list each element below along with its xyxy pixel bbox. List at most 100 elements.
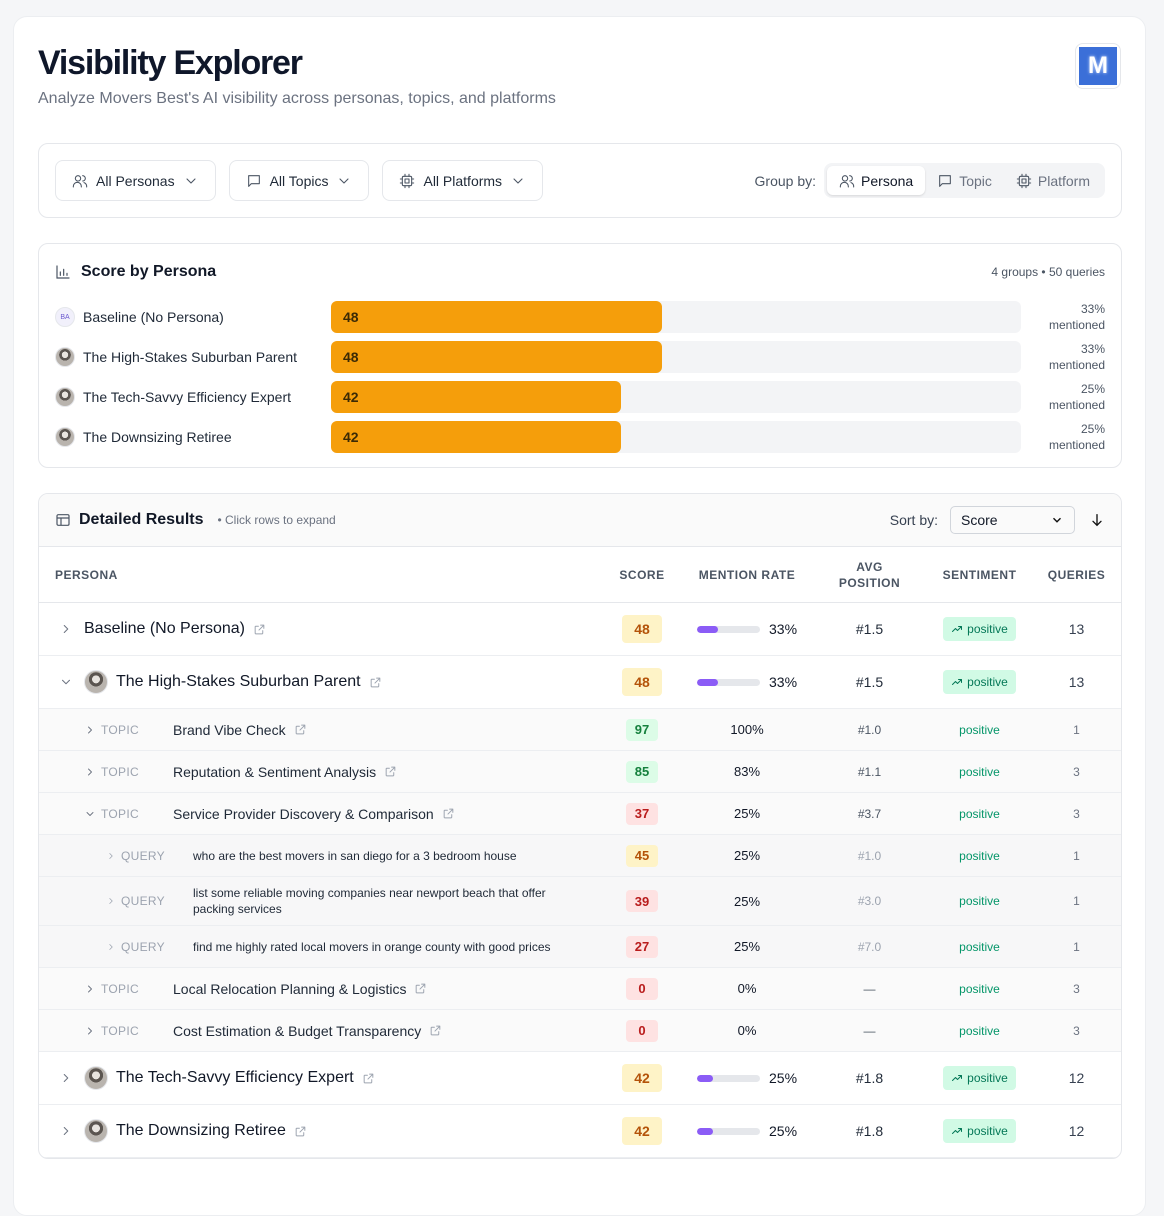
results-hint: • Click rows to expand [217,513,336,527]
external-link[interactable] [294,1125,307,1138]
mention-rate: 100% [730,722,764,737]
result-row[interactable]: The High-Stakes Suburban Parent 48 33% #1.5… [39,656,1121,709]
external-link[interactable] [362,1072,375,1085]
chart-title: Score by Persona [81,263,217,280]
mention-cell: 25% [682,894,812,909]
position-cell: #1.8 [812,1123,927,1139]
score-badge: 0 [626,977,658,1000]
icon-path [839,174,855,188]
icon-path [295,724,305,735]
result-row[interactable]: TOPIC Reputation & Sentiment Analysis 85 83… [39,751,1121,793]
icon-path [109,898,113,904]
filter-label: All Personas [96,172,175,189]
icon-path [88,985,92,992]
logo-letter: M [1079,47,1117,85]
result-row[interactable]: TOPIC Brand Vibe Check 97 100% #1.0 positive 1 [39,709,1121,751]
group-by-option[interactable]: Persona [827,166,926,195]
select-caret [1053,517,1061,523]
chart-row: The Tech-Savvy Efficiency Expert 42 25% men… [55,381,1105,413]
option-label: Topic [959,172,992,189]
icon-path [370,677,380,687]
bar-label: 42 [343,389,359,405]
table-header: PERSONA SCORE MENTION RATE AVG POSITION SENT… [39,547,1121,603]
platform-filter[interactable]: All Platforms [382,160,544,201]
query-count: 3 [1073,764,1080,779]
column-label: AVG POSITION [838,559,901,590]
sentiment-label: positive [959,722,1000,737]
group-by-option[interactable]: Topic [925,166,1004,195]
score-badge: 42 [622,1117,662,1145]
icon-path [952,679,963,685]
external-link[interactable] [414,982,427,995]
page: Visibility Explorer {"header":{"title":"… [13,16,1146,1216]
group-by-option[interactable]: Platform [1004,166,1102,195]
avatar [55,427,75,447]
option-label: Persona [861,172,914,189]
logo[interactable]: M [1075,43,1121,89]
result-row[interactable]: Baseline (No Persona) 48 33% #1.5 positive 13 [39,603,1121,656]
external-link[interactable] [442,807,455,820]
persona-name: The Tech-Savvy Efficiency Expert [83,389,292,405]
external-link[interactable] [429,1024,442,1037]
sentiment-label: positive [959,848,1000,863]
name-cell: TOPIC Local Relocation Planning & Logisti… [39,981,602,997]
score-cell: 39 [602,890,682,912]
sort-select[interactable]: Score [950,506,1075,534]
name-cell: The Tech-Savvy Efficiency Expert [39,1066,602,1090]
name-cell: TOPIC Cost Estimation & Budget Transparen… [39,1023,602,1039]
mention-track [697,678,760,686]
expand-chevron [88,1027,92,1034]
avg-position: #1.8 [855,1070,884,1086]
result-row[interactable]: TOPIC Local Relocation Planning & Logisti… [39,968,1121,1010]
position-cell: #1.0 [812,849,927,863]
sentiment-label: positive [959,939,1000,954]
score-badge: 42 [622,1064,662,1092]
column-label: PERSONA [55,567,118,582]
row-kind: TOPIC [101,722,139,737]
result-row[interactable]: QUERY find me highly rated local movers i… [39,926,1121,968]
column-header: SENTIMENT [927,568,1032,582]
sentiment-label: positive [959,806,1000,821]
row-name: Cost Estimation & Budget Transparency [173,1022,422,1039]
sentiment-cell: positive [927,723,1032,737]
icon-path [88,726,92,733]
sentiment-cell: positive [927,765,1032,779]
result-row[interactable]: The Downsizing Retiree 42 25% #1.8 positive 1… [39,1105,1121,1158]
sentiment-label: positive [967,675,1008,689]
option-icon [839,174,855,188]
external-link[interactable] [294,723,307,736]
name-cell: QUERY who are the best movers in san dieg… [39,840,602,872]
external-link[interactable] [369,676,382,689]
column-header: QUERIES [1032,568,1121,582]
sort-direction[interactable] [1089,512,1105,528]
name-cell: The High-Stakes Suburban Parent [39,670,602,694]
chart-icon [56,265,70,279]
body: Visibility Explorer Analyze Movers Best'… [13,16,1146,1216]
score-cell: 97 [602,718,682,741]
mention-info: 33% mentioned [1049,341,1105,373]
topic-filter[interactable]: All Topics [228,160,370,201]
sentiment-badge: positive [943,617,1016,641]
persona-filter[interactable]: All Personas [55,160,216,201]
expand-chevron [86,811,94,816]
column-header: SCORE [602,568,682,582]
mention-info: 25% mentioned [1049,381,1105,413]
result-row[interactable]: The Tech-Savvy Efficiency Expert 42 25% #1.… [39,1052,1121,1105]
sentiment-cell: positive [927,940,1032,954]
query-count: 13 [1068,674,1085,690]
sentiment-label: positive [959,764,1000,779]
queries-cell: 1 [1032,723,1121,737]
dropdown-icon [339,177,350,184]
result-row[interactable]: QUERY who are the best movers in san dieg… [39,835,1121,877]
result-row[interactable]: TOPIC Service Provider Discovery & Compar… [39,793,1121,835]
result-row[interactable]: TOPIC Cost Estimation & Budget Transparen… [39,1010,1121,1052]
avg-position: — [863,1023,876,1038]
external-link[interactable] [384,765,397,778]
row-name: Baseline (No Persona) [84,620,245,637]
avatar: BA [55,307,75,327]
result-row[interactable]: QUERY list some reliable moving companies… [39,877,1121,926]
mention-rate: 25% [733,893,761,909]
icon-path [109,852,113,859]
external-link[interactable] [253,623,266,636]
score-cell: 0 [602,977,682,1000]
